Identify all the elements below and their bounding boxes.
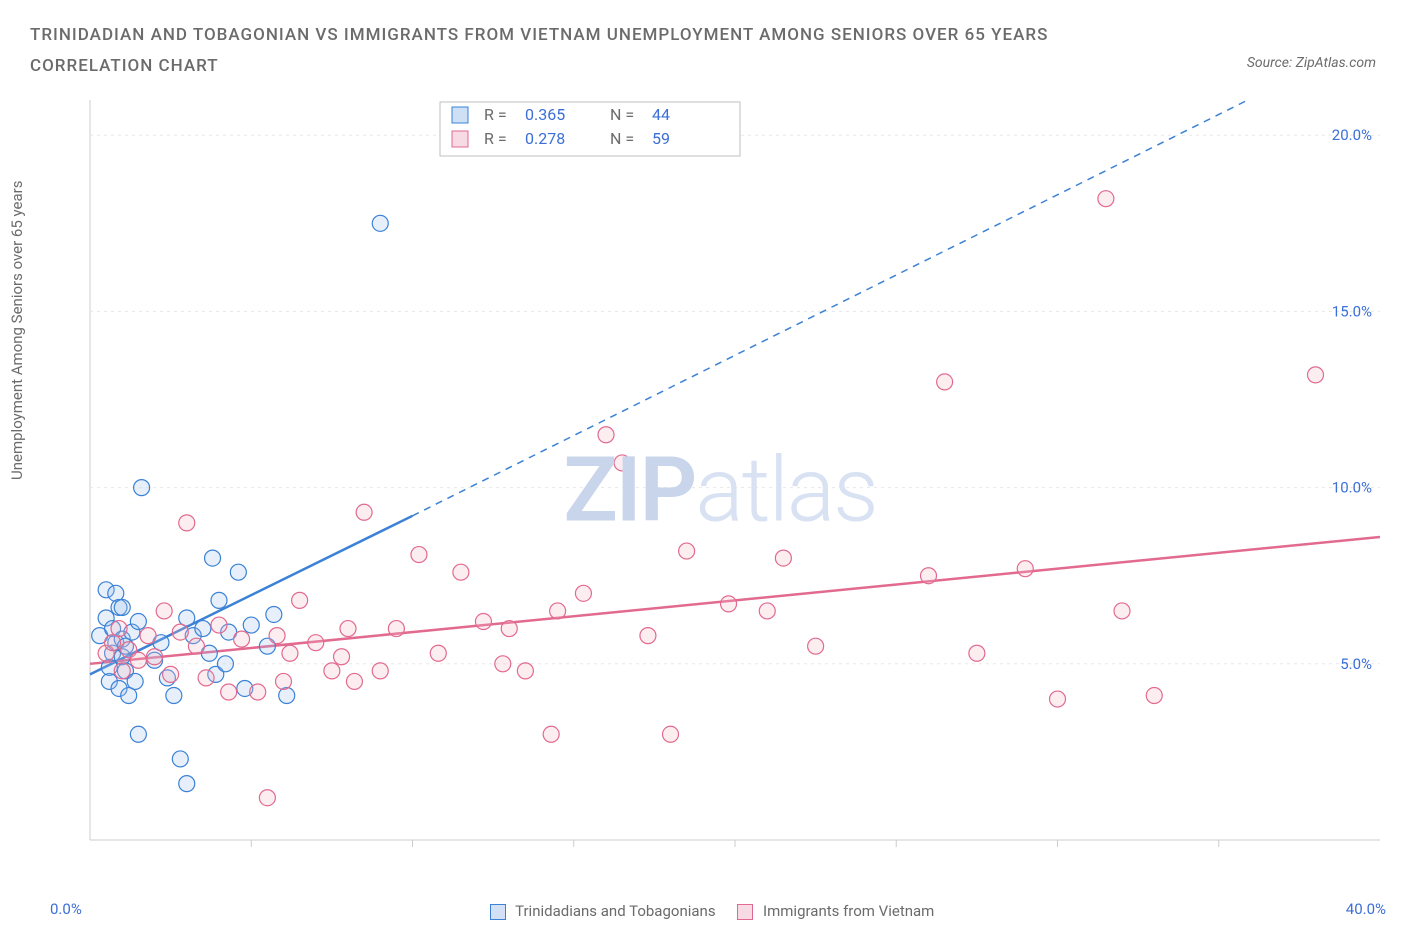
scatter-chart: 5.0% 10.0% 15.0% 20.0% R = 0.365 N = 44 R = 0.278… — [60, 100, 1380, 880]
svg-text:0.365: 0.365 — [525, 105, 565, 124]
title-line-1: TRINIDADIAN AND TOBAGONIAN VS IMMIGRANTS… — [30, 20, 1376, 51]
svg-text:N =: N = — [610, 129, 634, 148]
title-block: TRINIDADIAN AND TOBAGONIAN VS IMMIGRANTS… — [0, 0, 1406, 81]
legend-label-vn: Immigrants from Vietnam — [763, 902, 934, 920]
source-label: Source: — [1247, 55, 1292, 71]
legend-swatch-tt — [490, 904, 506, 920]
svg-text:10.0%: 10.0% — [1332, 479, 1372, 497]
title-line-2: CORRELATION CHART — [30, 51, 1376, 82]
svg-text:59: 59 — [652, 129, 670, 148]
svg-text:N =: N = — [610, 105, 634, 124]
svg-text:15.0%: 15.0% — [1332, 302, 1372, 320]
svg-text:R =: R = — [484, 105, 507, 124]
y-axis-label: Unemployment Among Seniors over 65 years — [8, 181, 26, 480]
svg-text:5.0%: 5.0% — [1340, 655, 1372, 673]
legend-label-tt: Trinidadians and Tobagonians — [515, 902, 715, 920]
svg-text:R =: R = — [484, 129, 507, 148]
source-credit: Source: ZipAtlas.com — [1247, 55, 1376, 71]
chart-area: 5.0% 10.0% 15.0% 20.0% R = 0.365 N = 44 R = 0.278… — [60, 100, 1380, 880]
bottom-legend: Trinidadians and Tobagonians Immigrants … — [0, 902, 1406, 920]
legend-swatch-vn — [737, 904, 753, 920]
source-name: ZipAtlas.com — [1296, 55, 1376, 71]
svg-text:44: 44 — [652, 105, 670, 124]
svg-text:20.0%: 20.0% — [1332, 126, 1372, 144]
svg-text:0.278: 0.278 — [525, 129, 565, 148]
